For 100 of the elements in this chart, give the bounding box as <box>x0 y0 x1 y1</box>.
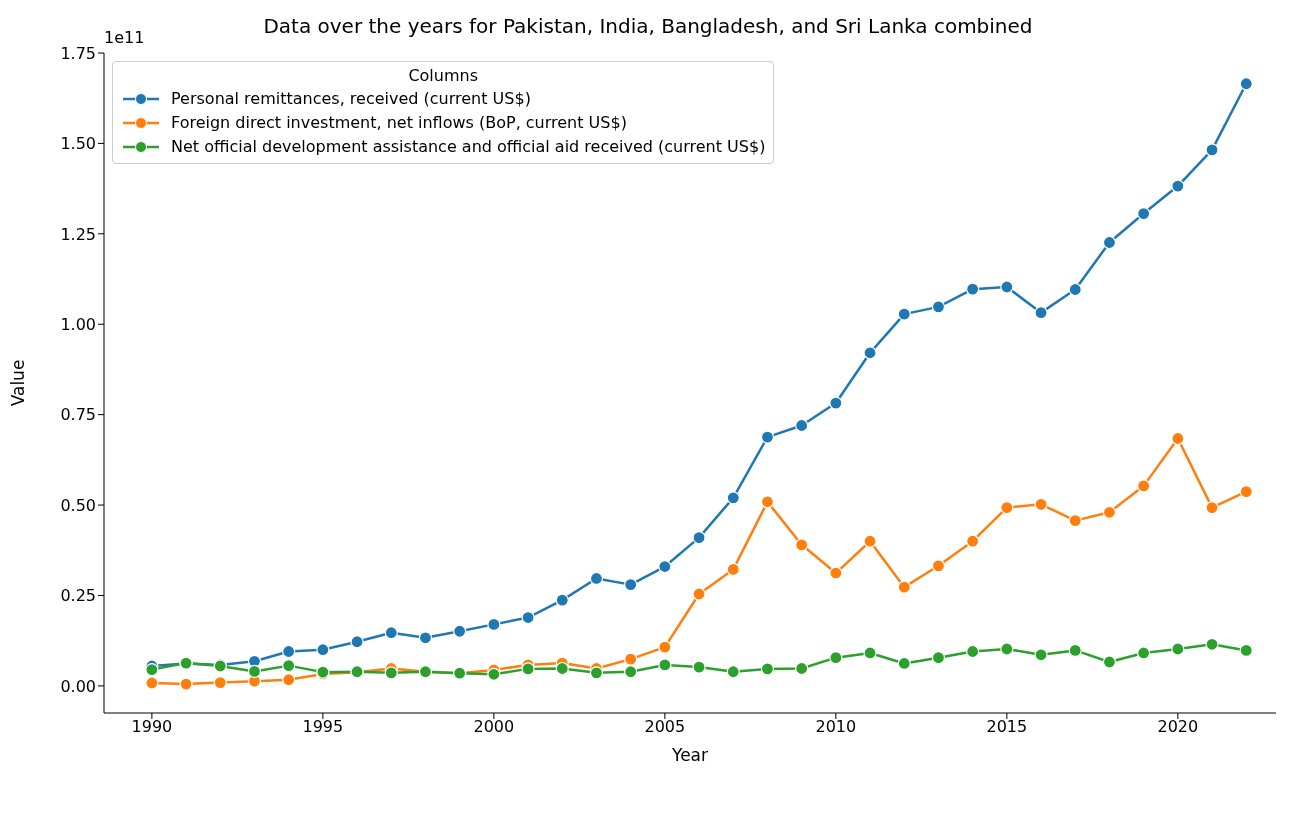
point <box>282 673 296 687</box>
point <box>795 418 809 433</box>
point <box>316 643 330 657</box>
point <box>1000 500 1014 515</box>
point <box>966 282 980 296</box>
point <box>1171 431 1185 446</box>
point <box>897 580 911 594</box>
legend-label: Personal remittances, received (current US$) <box>171 88 531 110</box>
point <box>1102 505 1117 519</box>
point <box>760 430 775 444</box>
x-tick-label: 1995 <box>302 717 344 737</box>
point <box>145 663 159 677</box>
point <box>1205 500 1219 515</box>
point <box>145 676 159 690</box>
point <box>692 587 706 601</box>
chart-title: Data over the years for Pakistan, India, Bangladesh, and Sri Lanka combined <box>263 14 1033 38</box>
point <box>1171 642 1185 656</box>
y-tick-label: 0.00 <box>60 676 96 696</box>
point <box>658 640 672 654</box>
point <box>726 665 740 679</box>
point <box>1102 235 1117 250</box>
point <box>1068 514 1082 528</box>
point <box>1239 485 1253 499</box>
point <box>350 635 364 649</box>
point <box>555 593 569 607</box>
point <box>760 495 775 509</box>
point <box>931 300 946 314</box>
point <box>1034 497 1048 511</box>
legend-title: Columns <box>407 66 479 85</box>
point <box>1000 642 1014 656</box>
point <box>1137 646 1151 660</box>
x-tick-label: 2015 <box>986 717 1028 737</box>
x-tick-label: 2000 <box>473 717 515 737</box>
point <box>521 610 535 625</box>
y-tick-label: 1.00 <box>60 314 96 334</box>
point <box>418 631 433 645</box>
legend-label: Net official development assistance and official aid received (current US$) <box>171 136 766 158</box>
x-tick-label: 2010 <box>815 717 857 737</box>
point <box>453 624 467 638</box>
point <box>726 491 740 505</box>
x-tick-label: 2020 <box>1157 717 1199 737</box>
point <box>384 626 398 640</box>
point <box>1171 179 1185 193</box>
point <box>863 646 877 660</box>
y-tick-label: 1.75 <box>60 43 96 63</box>
point <box>863 534 877 548</box>
point <box>1034 306 1048 320</box>
y-axis-title: Value <box>8 359 29 407</box>
point <box>624 665 638 679</box>
point <box>897 656 911 671</box>
text: 1e11 <box>104 28 145 47</box>
point <box>1205 143 1219 157</box>
point <box>897 307 911 321</box>
y-tick-label: 1.25 <box>60 224 96 244</box>
point <box>1000 280 1014 294</box>
point <box>1034 648 1048 662</box>
point <box>966 534 980 548</box>
point <box>966 644 980 659</box>
point <box>795 661 809 676</box>
legend-label: Foreign direct investment, net inflows (BoP, current US$) <box>171 112 627 134</box>
x-tick-label: 2005 <box>644 717 686 737</box>
point <box>692 660 706 674</box>
point <box>658 658 672 672</box>
point <box>726 562 740 577</box>
point <box>760 662 775 676</box>
point <box>1137 479 1151 493</box>
point <box>282 659 296 673</box>
point <box>487 667 501 681</box>
point <box>589 571 604 586</box>
point <box>795 538 809 552</box>
point <box>555 661 569 676</box>
point <box>829 651 843 665</box>
point <box>624 652 638 666</box>
point <box>1068 643 1082 658</box>
point <box>1205 637 1219 651</box>
point <box>521 662 535 676</box>
point <box>1068 282 1082 297</box>
point <box>384 666 398 680</box>
point <box>247 664 262 679</box>
point <box>487 617 501 631</box>
y-tick-label: 0.50 <box>60 495 96 515</box>
x-axis-title: Year <box>671 745 708 765</box>
point <box>829 566 843 580</box>
point <box>1239 77 1253 91</box>
point <box>282 644 296 659</box>
y-tick-label: 0.75 <box>60 405 96 425</box>
point <box>213 676 227 690</box>
point <box>179 677 193 691</box>
point <box>1102 655 1117 669</box>
point <box>692 531 706 545</box>
point <box>1239 643 1253 658</box>
point <box>658 559 672 574</box>
point <box>829 396 843 410</box>
point <box>589 666 604 680</box>
y-tick-label: 0.25 <box>60 586 96 606</box>
point <box>1137 206 1151 221</box>
y-tick-label: 1.50 <box>60 134 96 154</box>
x-tick-label: 1990 <box>131 717 173 737</box>
point <box>624 578 638 592</box>
point <box>863 346 877 360</box>
